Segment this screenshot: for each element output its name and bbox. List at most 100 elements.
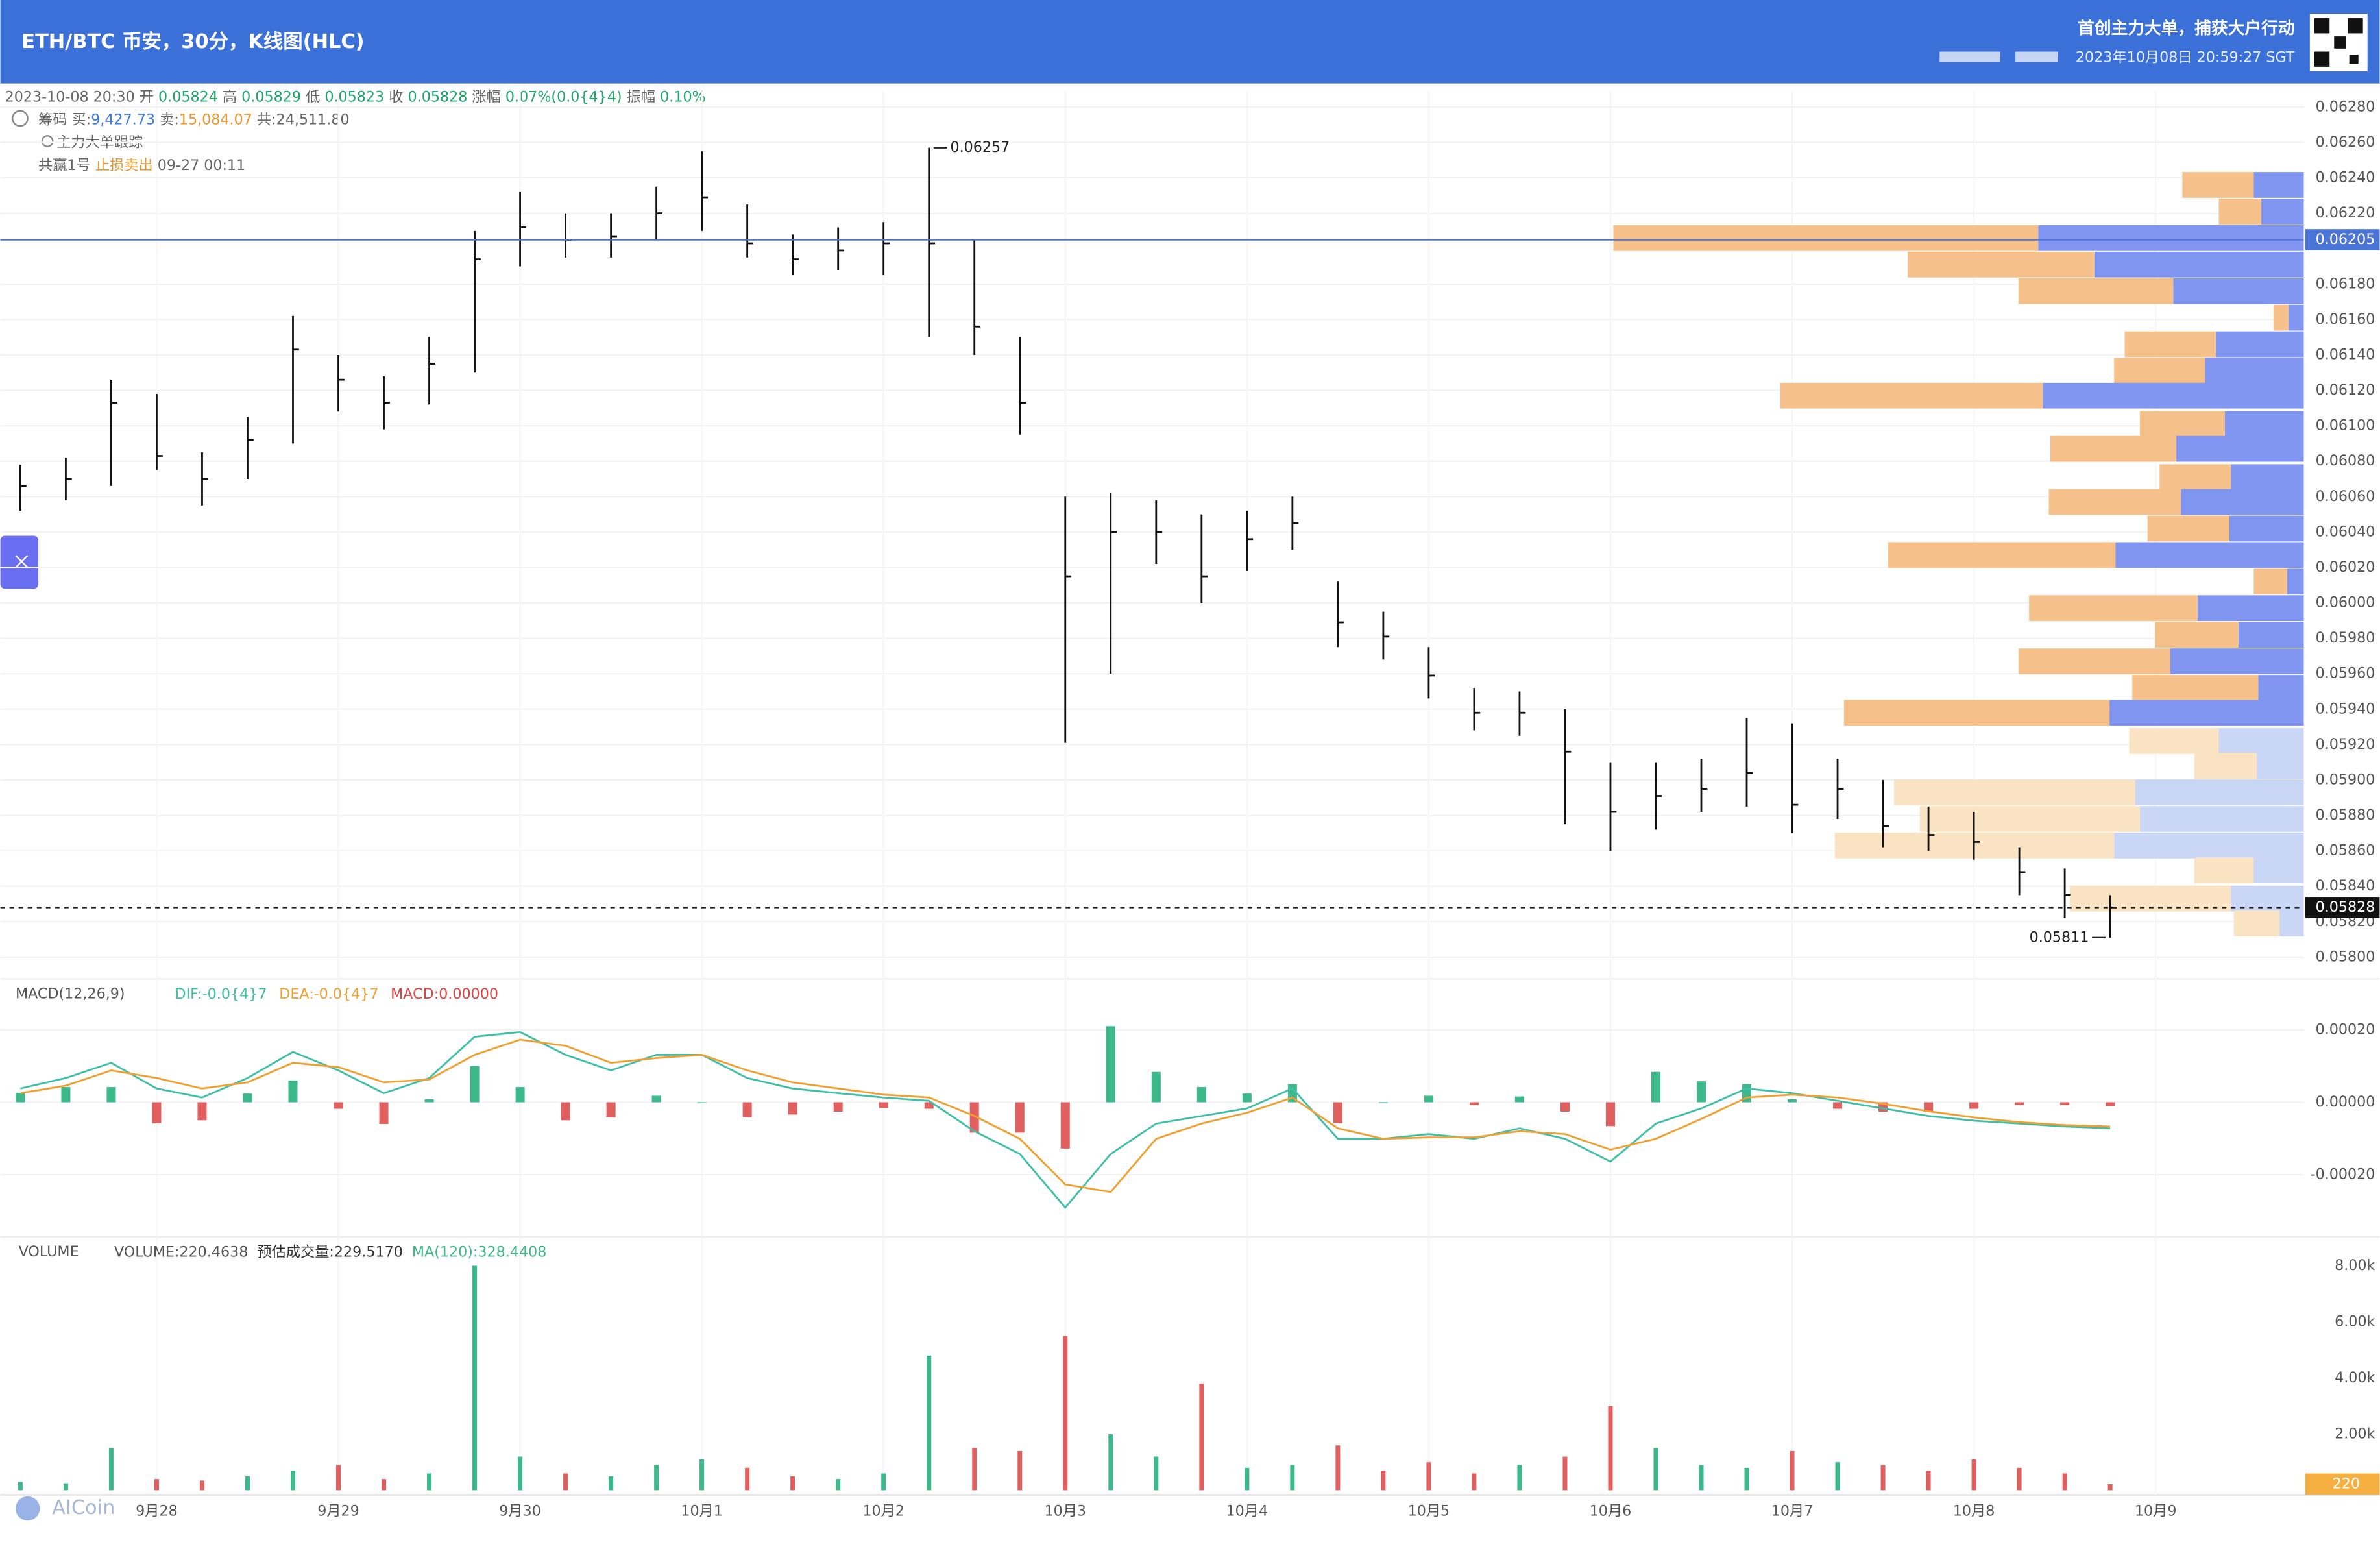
- watermark: AICoin: [52, 1496, 115, 1519]
- header-bar: [0, 0, 2380, 84]
- y-tick-label: 0.06140: [2316, 346, 2375, 363]
- profile-sell: [1894, 779, 2135, 805]
- profile-buy: [2139, 806, 2304, 832]
- volume-bar: [290, 1471, 296, 1491]
- profile-buy: [2257, 753, 2304, 779]
- header-title: ETH/BTC 币安，30分，K线图(HLC): [21, 31, 364, 53]
- y-tick-label: 0.05800: [2316, 948, 2375, 965]
- y-tick-label: 0.05900: [2316, 771, 2375, 788]
- macd-bar: [561, 1102, 570, 1121]
- volume-bar: [63, 1483, 68, 1491]
- volume-bar: [1381, 1471, 1386, 1491]
- macd-bar: [1333, 1102, 1342, 1123]
- volume-legend: VOLUME:220.4638 预估成交量:229.5170 MA(120):328…: [114, 1243, 546, 1260]
- side-button[interactable]: [0, 535, 39, 589]
- x-tick-label: 10月4: [1226, 1503, 1269, 1520]
- bell-icon: [41, 135, 54, 147]
- macd-bar: [515, 1087, 525, 1103]
- volume-bar: [1880, 1465, 1886, 1491]
- volume-bar: [1290, 1465, 1295, 1491]
- profile-sell: [1780, 382, 2043, 409]
- profile-buy: [2279, 910, 2304, 936]
- y-tick-label: 0.05840: [2316, 877, 2375, 894]
- tracker-price: 0.06205: [2316, 231, 2375, 248]
- blurred-text: [1939, 51, 2058, 62]
- profile-buy: [2043, 382, 2304, 409]
- profile-buy: [2109, 700, 2304, 726]
- macd-bar: [606, 1102, 616, 1117]
- macd-bar: [2015, 1102, 2024, 1105]
- profile-sell: [2233, 910, 2280, 936]
- macd-bar: [1015, 1102, 1025, 1133]
- last-volume: 220: [2333, 1475, 2360, 1492]
- volume-bar: [1517, 1465, 1522, 1491]
- collapse-icon[interactable]: [12, 110, 29, 127]
- macd-bar: [1196, 1087, 1206, 1103]
- volume-bar: [427, 1473, 432, 1491]
- y-tick-label: 0.05880: [2316, 807, 2375, 824]
- volume-bar: [563, 1473, 568, 1491]
- volume-bar: [1835, 1462, 1840, 1491]
- macd-bar: [61, 1087, 71, 1103]
- legend-entry: MACD:0.00000: [391, 985, 498, 1002]
- volume-bar: [1699, 1465, 1704, 1491]
- macd-bar: [1424, 1095, 1433, 1103]
- macd-bar: [470, 1066, 480, 1103]
- profile-sell: [2050, 435, 2177, 462]
- profile-sell: [2159, 464, 2231, 491]
- volume-bar: [1017, 1450, 1023, 1491]
- profile-buy: [2173, 278, 2304, 304]
- macd-bar: [1560, 1102, 1570, 1112]
- y-tick-label: 0.00020: [2316, 1021, 2375, 1038]
- profile-sell: [2253, 568, 2287, 595]
- macd-bar: [1924, 1102, 1934, 1112]
- volume-bar: [1063, 1336, 1068, 1491]
- profile-buy: [2231, 464, 2304, 491]
- volume-bar: [881, 1473, 886, 1491]
- macd-bar: [1242, 1093, 1252, 1103]
- profile-buy: [2238, 622, 2304, 648]
- profile-buy: [2176, 435, 2304, 462]
- profile-sell: [2194, 753, 2257, 779]
- macd-line: [20, 1038, 2111, 1193]
- qr-code: [2309, 14, 2368, 71]
- x-tick-label: 9月28: [136, 1503, 178, 1520]
- y-tick-label: 0.05860: [2316, 842, 2375, 859]
- macd-bar: [16, 1093, 25, 1103]
- volume-bar: [927, 1355, 932, 1491]
- macd-bar: [1605, 1102, 1615, 1127]
- x-tick-label: 10月7: [1771, 1503, 1814, 1520]
- macd-legend: DIF:-0.0{4}7 DEA:-0.0{4}7 MACD:0.00000: [175, 985, 499, 1002]
- macd-bar: [1151, 1071, 1161, 1103]
- macd-bar: [1696, 1081, 1706, 1103]
- profile-sell: [2018, 278, 2174, 304]
- volume-bar: [836, 1479, 841, 1491]
- x-tick-label: 10月8: [1953, 1503, 1995, 1520]
- volume-bar: [1653, 1448, 1658, 1491]
- profile-sell: [1919, 806, 2140, 832]
- y-tick-label: 0.05980: [2316, 629, 2375, 646]
- volume-bar: [108, 1448, 114, 1491]
- volume-bar: [654, 1465, 659, 1491]
- profile-sell: [2273, 304, 2289, 331]
- y-tick-label: 0.06160: [2316, 311, 2375, 328]
- profile-sell: [2218, 199, 2262, 225]
- volume-bar: [1426, 1462, 1431, 1491]
- profile-buy: [2253, 857, 2304, 883]
- profile-buy: [2253, 172, 2304, 198]
- ohlc-line: 2023-10-08 20:30 开 0.05824 高 0.05829 低 0…: [5, 88, 706, 105]
- y-tick-label: 0.00000: [2316, 1093, 2375, 1110]
- macd-bar: [1469, 1102, 1479, 1105]
- macd-bar: [1651, 1071, 1660, 1103]
- y-tick-label: 0.05960: [2316, 665, 2375, 682]
- volume-bar: [1472, 1473, 1477, 1491]
- macd-bar: [2060, 1102, 2070, 1105]
- macd-bar: [1969, 1102, 1979, 1109]
- profile-sell: [1908, 251, 2095, 278]
- profile-buy: [2218, 728, 2304, 754]
- y-tick-label: 0.05940: [2316, 700, 2375, 717]
- volume-bar: [2107, 1484, 2113, 1491]
- macd-title: MACD(12,26,9): [16, 985, 125, 1002]
- volume-bar: [18, 1482, 23, 1491]
